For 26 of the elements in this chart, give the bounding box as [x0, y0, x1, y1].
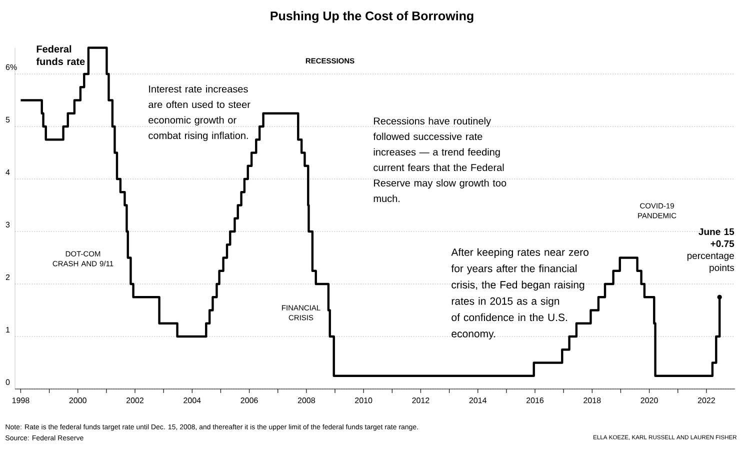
annotation: Recessions have routinely followed successive rate increases — a trend feeding current fears that the Federal Reserve may slow growth too much. [373, 117, 506, 202]
x-tick-label: 2016 [526, 398, 544, 404]
annotation: Interest rate increases are often used to steer economic growth or combat rising inflation. [148, 85, 250, 142]
y-tick-label: 2 [6, 274, 10, 280]
x-tick-label: 2012 [412, 398, 430, 404]
y-tick-label: 0 [6, 379, 10, 385]
x-tick-label: 2004 [184, 398, 201, 404]
annotation: After keeping rates near zero for years after the financial crisis, the Fed began raising rates in 2015 as a sign of confidence in the U.S. economy. [451, 248, 588, 340]
annotation: June 15 +0.75 percentage points [687, 228, 734, 273]
x-tick-label: 2002 [126, 398, 144, 404]
x-tick-label: 2008 [298, 398, 315, 404]
x-tick-label: 1998 [12, 398, 30, 404]
x-tick-label: 2014 [469, 398, 487, 404]
y-tick-label: 1 [6, 326, 10, 332]
x-tick-label: 2020 [640, 398, 658, 404]
x-tick-label: 2006 [240, 398, 258, 404]
chart-title: Pushing Up the Cost of Borrowing [270, 11, 474, 23]
y-tick-label: 4 [6, 169, 10, 175]
y-axis-title: Federal funds rate [36, 45, 85, 66]
x-tick-label: 2022 [698, 398, 715, 404]
x-tick-label: 2018 [584, 398, 601, 404]
y-tick-label: 3 [6, 222, 10, 228]
x-tick-label: 2000 [69, 398, 86, 404]
y-tick-label: 5 [6, 116, 10, 122]
y-tick-label: 6% [6, 64, 17, 70]
x-tick-label: 2010 [355, 398, 372, 404]
